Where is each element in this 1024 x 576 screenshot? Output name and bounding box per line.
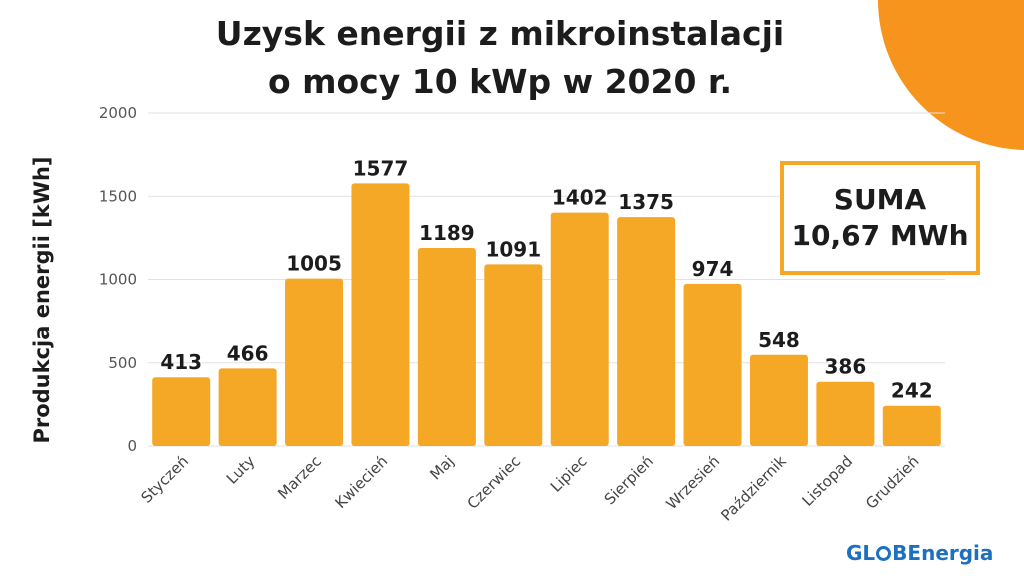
data-label: 466: [227, 341, 269, 365]
bar: [285, 278, 344, 446]
data-label: 548: [758, 328, 800, 352]
bar: [152, 377, 211, 446]
chart-title-line-1: Uzysk energii z mikroinstalacji: [215, 14, 785, 53]
x-tick-label: Grudzień: [862, 452, 923, 513]
bar: [351, 183, 410, 446]
data-label: 1577: [353, 156, 409, 180]
x-tick-label: Kwiecień: [331, 452, 391, 512]
globenergia-logo: GL BEnergia: [846, 541, 993, 565]
logo-text-part1: GL: [846, 541, 876, 565]
y-tick-label: 0: [127, 437, 137, 455]
x-tick-label: Listopad: [798, 452, 856, 510]
x-tick-label: Czerwiec: [464, 452, 525, 513]
bar: [484, 264, 543, 446]
summary-value: 10,67 MWh: [791, 219, 969, 252]
logo-o-icon: [876, 546, 892, 561]
chart-title: Uzysk energii z mikroinstalacji o mocy 1…: [0, 10, 1000, 106]
bar: [749, 354, 808, 446]
data-label: 1375: [618, 190, 674, 214]
y-tick-label: 2000: [99, 104, 137, 122]
data-label: 1402: [552, 186, 608, 210]
x-tick-label: Wrzesień: [662, 452, 723, 513]
data-label: 1091: [485, 237, 541, 261]
bar: [617, 217, 676, 446]
x-tick-label: Październik: [717, 452, 790, 525]
chart-title-line-2: o mocy 10 kWp w 2020 r.: [267, 62, 733, 101]
data-label: 386: [825, 355, 867, 379]
summary-box: SUMA 10,67 MWh: [780, 161, 980, 275]
bar: [417, 248, 476, 446]
bar: [816, 381, 875, 446]
data-label: 413: [160, 350, 202, 374]
data-label: 974: [692, 257, 734, 281]
logo-text-part2: BEnergia: [892, 541, 994, 565]
y-tick-label: 500: [108, 354, 137, 372]
data-label: 242: [891, 379, 933, 403]
x-tick-label: Sierpień: [601, 452, 657, 508]
data-label: 1005: [286, 252, 342, 276]
x-tick-label: Marzec: [274, 452, 325, 503]
x-tick-label: Luty: [223, 452, 259, 488]
y-tick-label: 1000: [99, 271, 137, 289]
bar: [218, 368, 277, 446]
bar: [683, 283, 742, 446]
summary-label: SUMA: [833, 183, 927, 216]
x-tick-label: Styczeń: [137, 452, 192, 507]
data-label: 1189: [419, 221, 475, 245]
bar: [550, 212, 609, 446]
bar: [882, 405, 941, 446]
x-tick-label: Maj: [426, 452, 457, 483]
y-tick-label: 1500: [99, 187, 137, 205]
x-tick-label: Lipiec: [547, 452, 591, 496]
